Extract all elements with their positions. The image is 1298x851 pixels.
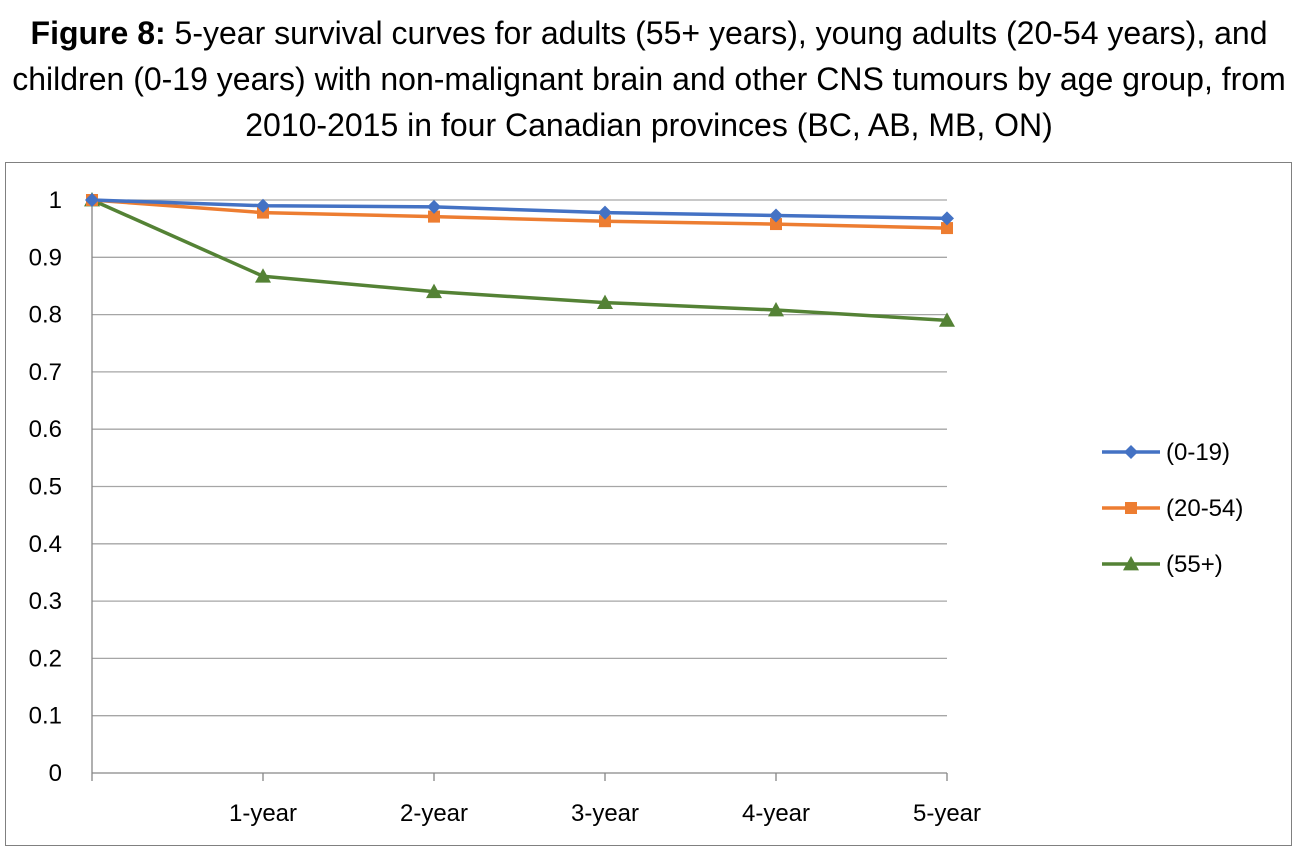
data-point <box>426 283 442 299</box>
x-tick-label: 4-year <box>742 800 810 827</box>
y-tick-label: 0.7 <box>29 359 62 386</box>
data-point <box>427 199 441 214</box>
data-point <box>597 294 613 309</box>
legend-label: (20-54) <box>1166 495 1243 522</box>
x-tick-label: 2-year <box>400 800 468 827</box>
y-tick-label: 1 <box>49 187 62 214</box>
legend-marker <box>1124 445 1138 459</box>
data-point <box>769 208 783 223</box>
figure-label: Figure 8: <box>30 15 166 51</box>
y-tick-label: 0.5 <box>29 474 62 501</box>
y-tick-label: 0.9 <box>29 244 62 271</box>
legend-marker <box>1125 502 1137 514</box>
x-tick-label: 3-year <box>571 800 639 827</box>
y-tick-label: 0.1 <box>29 703 62 730</box>
figure-caption: 5-year survival curves for adults (55+ y… <box>12 15 1286 143</box>
y-tick-label: 0.8 <box>29 302 62 329</box>
x-tick-label: 1-year <box>229 800 297 827</box>
figure-title: Figure 8: 5-year survival curves for adu… <box>0 10 1298 148</box>
data-point <box>428 210 440 223</box>
data-point <box>256 198 270 213</box>
chart-frame <box>5 162 1292 846</box>
series-line-0 <box>91 198 948 221</box>
legend-label: (0-19) <box>1166 439 1230 466</box>
data-point <box>768 302 784 317</box>
data-point <box>940 211 954 226</box>
data-point <box>598 205 612 220</box>
series-line-1 <box>91 198 948 230</box>
data-point <box>941 222 953 235</box>
y-tick-label: 0.2 <box>29 645 62 672</box>
legend-marker <box>1123 556 1139 571</box>
data-point <box>939 312 955 327</box>
y-tick-label: 0.6 <box>29 416 62 443</box>
y-tick-label: 0.3 <box>29 588 62 615</box>
series-line-2 <box>91 198 948 323</box>
x-tick-label: 5-year <box>913 800 981 827</box>
data-point <box>255 268 271 283</box>
legend-label: (55+) <box>1166 551 1223 578</box>
data-point <box>770 218 782 231</box>
y-tick-label: 0.4 <box>29 531 62 558</box>
y-tick-label: 0 <box>49 760 62 787</box>
data-point <box>85 193 99 207</box>
data-point <box>599 215 611 228</box>
